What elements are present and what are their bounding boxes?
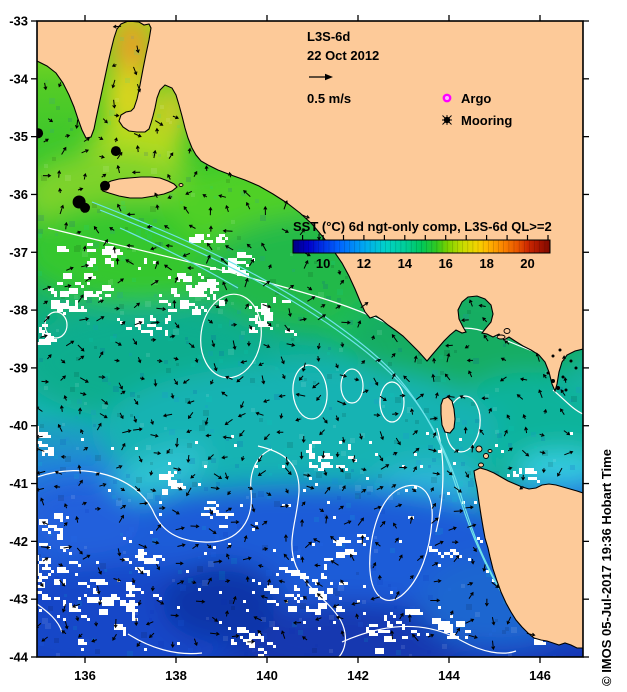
contour-oval [379,381,405,423]
contour-line [37,448,273,543]
small-island [487,449,493,453]
small-island [503,328,511,334]
colorbar-tick-label: 10 [316,256,330,271]
coastal-rocks [569,359,573,363]
contour-line [369,484,433,601]
colorbar-tick-label: 20 [520,256,534,271]
colorbar: SST (°C) 6d ngt-only comp, L3S-6d QL>=2 … [292,219,552,271]
y-tick-label: -34 [9,71,29,86]
x-tick-label: 140 [256,668,278,683]
y-tick-label: -33 [9,14,28,29]
y-tick-label: -42 [9,534,28,549]
contour-oval [200,293,262,379]
y-tick-label: -41 [9,476,28,491]
contour-line [435,427,444,533]
arrow-head-icon [325,73,333,81]
mooring-markers [37,128,121,213]
mooring-dot [37,128,44,139]
land-polygons [37,21,583,649]
small-island [178,183,184,187]
y-tick-label: -39 [9,360,28,375]
x-tick-label: 142 [347,668,369,683]
y-tick-label: -40 [9,418,28,433]
colorbar-tick-label: 12 [357,256,371,271]
contour-oval [44,311,68,339]
small-island [475,445,483,453]
credit-text: © IMOS 05-Jul-2017 19:36 Hobart Time [599,449,614,686]
map-title: L3S-6d [307,29,350,44]
contour-line [37,603,63,633]
small-island [496,334,506,340]
map-date: 22 Oct 2012 [307,48,379,63]
plot-border [36,20,584,658]
colorbar-tick-label: 16 [438,256,452,271]
y-tick-label: -37 [9,245,28,260]
x-tick-label: 136 [74,668,96,683]
coastal-rocks [574,366,578,370]
cloud-gaps [37,234,573,657]
y-tick-label: -44 [9,650,29,665]
coastal-rocks [551,354,555,358]
shelf-line [119,227,239,289]
contour-line [257,445,347,657]
coastal-rocks [546,371,550,375]
coastal-rocks [556,386,560,390]
mooring-marker-icon [442,115,452,125]
coastal-rocks [564,388,568,392]
mainland-coast [37,21,583,393]
y-tick-label: -43 [9,592,28,607]
x-tick-label: 146 [529,668,551,683]
mooring-dot [80,202,90,213]
mooring-dot [100,180,110,191]
shelf-line [99,209,523,625]
contour-oval [340,368,364,404]
small-island [478,462,484,468]
colorbar-tick-label: 14 [398,256,413,271]
kangaroo-island [100,176,178,199]
small-island [483,453,489,459]
x-tick-label: 138 [165,668,187,683]
contour-line [341,625,517,654]
king-island [440,396,456,434]
legend-argo-label: Argo [461,91,491,106]
y-tick-label: -38 [9,303,28,318]
colorbar-title: SST (°C) 6d ngt-only comp, L3S-6d QL>=2 [293,219,552,234]
velocity-scale-arrow [309,73,333,81]
contour-line [552,389,583,415]
contour-line [127,633,203,655]
y-tick-label: -36 [9,187,28,202]
coastal-rocks [558,348,562,352]
mooring-dot [110,146,121,157]
colorbar-tick-label: 18 [479,256,493,271]
contour-oval [292,364,328,420]
axis-labels: -33 -34 -35 -36 -37 -38 -39 -40 -41 -42 -43 -44 136 1… [9,14,551,684]
coastal-rocks [551,379,555,383]
axis-ticks [31,15,589,663]
current-vectors [37,24,574,651]
coastal-rocks [561,375,565,379]
legend: Argo Mooring [442,91,512,128]
y-tick-label: -35 [9,129,28,144]
argo-marker-icon [442,93,452,103]
velocity-scale-label: 0.5 m/s [307,91,351,106]
x-tick-label: 144 [438,668,460,683]
legend-mooring-label: Mooring [461,113,512,128]
